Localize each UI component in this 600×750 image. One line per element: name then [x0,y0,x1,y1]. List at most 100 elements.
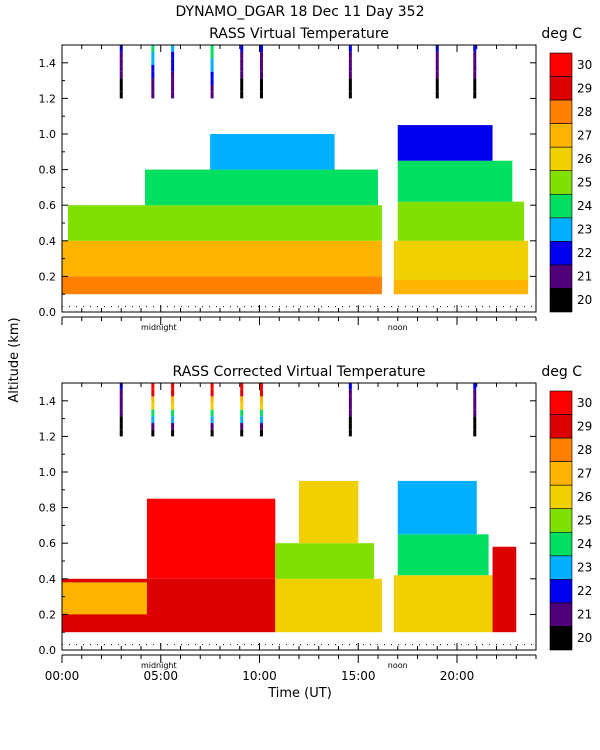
profile-segment [151,65,155,72]
profile-segment [171,78,175,86]
x-tick-label: 20:00 [440,669,475,683]
data-cell [275,578,382,633]
colorbar-swatch [549,390,573,415]
profile-segment [151,429,155,437]
profile-segment [171,416,175,424]
profile-segment [435,65,439,72]
profile-segment [210,403,214,410]
day-marker-label: midnight [141,323,177,332]
colorbar-label: 28 [577,105,592,119]
y-tick-label: 0.4 [39,235,57,248]
colorbar-label: 27 [577,128,592,142]
data-cell [62,276,382,295]
colorbar-swatch [549,146,573,172]
profile-segment [259,383,263,390]
profile-segment [119,78,123,86]
panel-1: RASS Virtual Temperature deg C0.00.20.40.… [39,26,593,332]
profile-segment [259,78,263,86]
data-cell [492,546,517,633]
colorbar-label: 21 [577,608,592,622]
profile-segment [240,403,244,410]
profile-segment [259,389,263,397]
y-tick-label: 0.2 [39,608,57,621]
profile-segment [259,423,263,430]
y-tick-label: 1.2 [39,430,57,443]
colorbar-label: 21 [577,270,592,284]
colorbar-swatch [549,241,573,266]
profile-segment [210,389,214,397]
profile-segment [473,71,477,79]
profile-segment [119,65,123,72]
profile-segment [151,51,155,59]
profile-segment [240,409,244,417]
profile-segment [210,91,214,99]
profile-segment [119,71,123,79]
profile-segment [240,78,244,86]
colorbar-label: 30 [577,58,592,72]
colorbar-unit: deg C [541,364,582,380]
y-axis-label: Altitude (km) [7,317,22,402]
profile-segment [240,85,244,92]
colorbar-label: 23 [577,223,592,237]
day-marker-label: noon [388,323,408,332]
profile-segment [473,416,477,424]
colorbar-label: 25 [577,514,592,528]
profile-segment [151,383,155,390]
profile-segment [473,423,477,430]
profile-segment [240,429,244,437]
profile-segment [348,71,352,79]
profile-segment [240,416,244,424]
y-tick-label: 0.0 [39,306,57,319]
y-tick-label: 1.4 [39,395,57,408]
profile-segment [151,71,155,79]
profile-segment [473,78,477,86]
colorbar-swatch [549,579,573,604]
colorbar-label: 29 [577,81,592,95]
data-cell [299,480,359,544]
profile-segment [210,85,214,92]
profile-segment [259,45,263,52]
profile-segment [348,389,352,397]
profile-segment [210,51,214,59]
figure-title: DYNAMO_DGAR 18 Dec 11 Day 352 [176,4,425,20]
profile-segment [171,403,175,410]
profile-segment [171,71,175,79]
profile-segment [435,71,439,79]
profile-segment [151,78,155,86]
colorbar-unit: deg C [541,26,582,42]
profile-segment [119,58,123,66]
colorbar-label: 20 [577,293,592,307]
profile-segment [473,396,477,404]
profile-segment [119,85,123,92]
profile-segment [259,403,263,410]
x-axis: midnight noon 00:00 05:00 10:00 15:00 20:00 [45,383,537,683]
y-tick-label: 0.2 [39,270,57,283]
colorbar-swatch [549,264,573,289]
colorbar-swatch [549,437,573,462]
data-cell [397,160,513,202]
profile-segment [435,78,439,86]
profile-segment [210,429,214,437]
colorbar-swatch [549,508,573,533]
data-layers [62,125,529,295]
colorbar-swatch [549,99,573,124]
profile-segment [473,51,477,59]
profile-segment [259,396,263,404]
profile-segment [348,403,352,410]
profile-segment [259,85,263,92]
data-cell [393,279,529,295]
profile-segment [259,58,263,66]
profile-segment [171,45,175,52]
day-marker-label: noon [388,661,408,670]
panel-title: RASS Corrected Virtual Temperature [173,364,426,380]
profile-segment [435,91,439,99]
profile-segment [119,403,123,410]
profile-segment [151,396,155,404]
y-tick-label: 0.6 [39,537,57,550]
profile-segment [171,396,175,404]
data-cell [397,534,489,576]
profile-segment [151,409,155,417]
colorbar-swatch [549,461,573,486]
profile-segment [240,91,244,99]
